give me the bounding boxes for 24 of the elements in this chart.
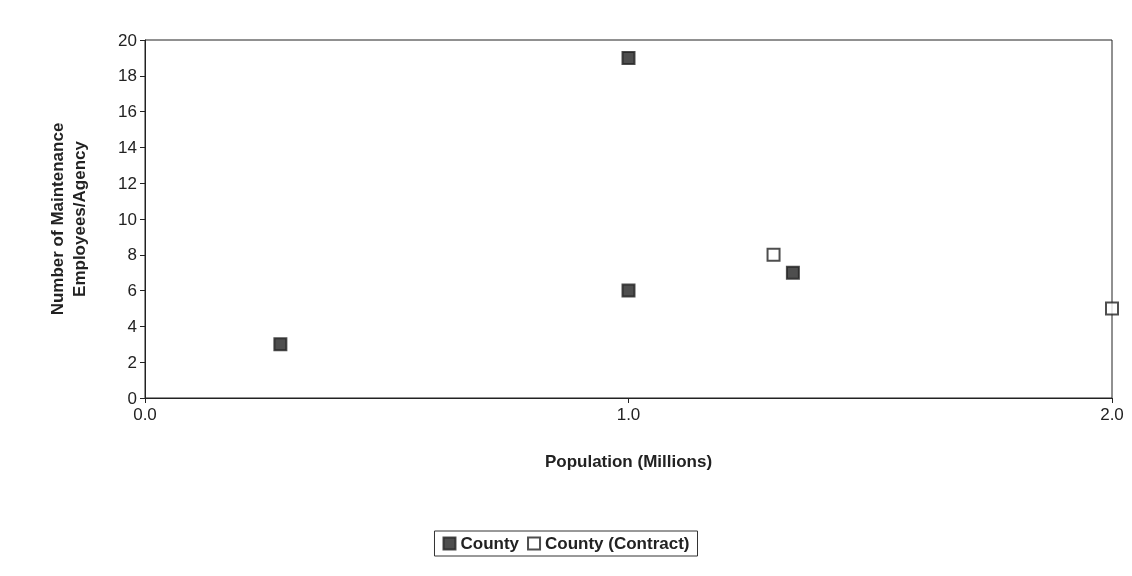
y-tick-label: 8 — [127, 245, 137, 265]
point — [766, 247, 781, 262]
point — [1105, 301, 1119, 316]
x-axis-title: Population (Millions) — [544, 452, 713, 471]
y-tick-label: 6 — [127, 281, 137, 301]
y-tick-label: 12 — [118, 173, 137, 193]
point — [621, 50, 636, 65]
y-tick-label: 18 — [118, 66, 137, 86]
x-tick-label: 2.0 — [1100, 405, 1124, 424]
x-tick-label: 0.0 — [133, 405, 157, 424]
y-tick-label: 2 — [127, 352, 137, 372]
y-tick-label: 16 — [118, 102, 137, 122]
y-tick-label: 20 — [118, 30, 137, 50]
y-tick-label: 4 — [127, 316, 137, 336]
legend-label: County — [460, 534, 520, 553]
y-axis-title: Number of Maintenance Employees/Agency — [47, 122, 89, 316]
point — [785, 265, 800, 280]
y-tick-label: 14 — [118, 137, 137, 157]
x-tick-label: 1.0 — [616, 405, 641, 424]
y-tick-label: 0 — [127, 388, 137, 408]
legend-label: County (Contract) — [545, 534, 690, 553]
point — [621, 283, 636, 298]
y-tick-label: 10 — [118, 209, 137, 229]
point — [273, 337, 288, 352]
